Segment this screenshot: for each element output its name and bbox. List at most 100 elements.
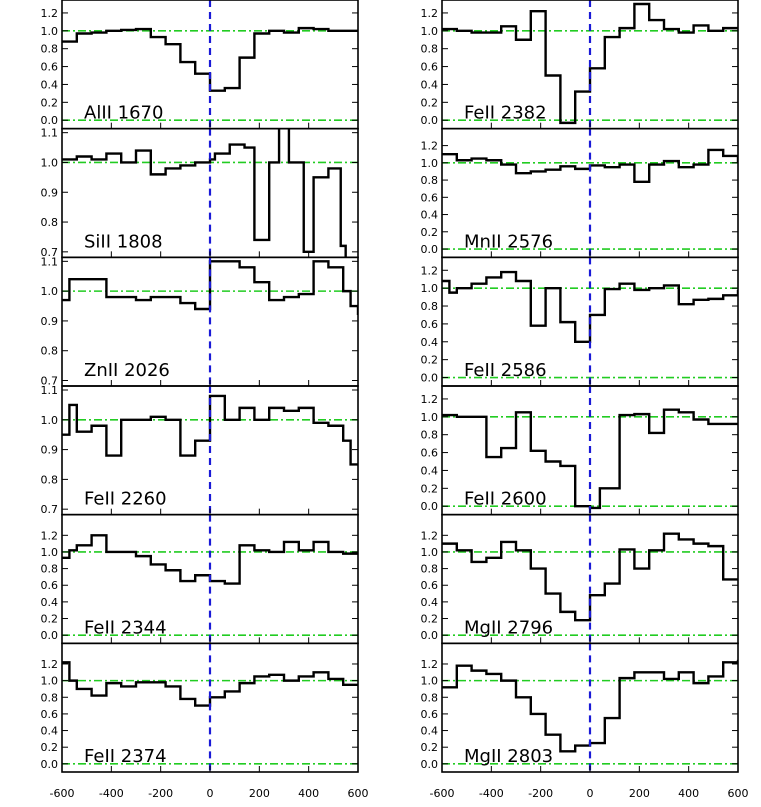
spectrum-feii2382	[442, 2, 738, 125]
spectrum-mgii2796	[442, 532, 738, 622]
y-tick-label: 0.4	[421, 596, 439, 609]
y-tick-label: 0.2	[41, 96, 59, 109]
y-tick-label: 0.4	[41, 78, 59, 91]
ion-label-mgii2803: MgII 2803	[464, 746, 553, 767]
y-tick-label: 1.0	[421, 546, 439, 559]
ion-label-mgii2796: MgII 2796	[464, 617, 553, 638]
panel-feii2374: 0.0 0.2 0.4 0.6 0.8 1.0 1.2 FeII 2374	[41, 642, 359, 773]
y-tick-label: 0.6	[421, 191, 439, 204]
x-tick-label: 0	[587, 787, 594, 800]
y-tick-label: 0.8	[421, 429, 439, 442]
y-tick-label: 0.7	[41, 246, 59, 259]
y-tick-label: 0.6	[41, 579, 59, 592]
y-tick-label: 0.0	[41, 629, 59, 642]
spectrum-znii2026	[62, 260, 358, 315]
y-tick-label: 0.4	[421, 78, 439, 91]
y-tick-label: 0.6	[421, 61, 439, 74]
y-tick-label: 0.9	[41, 186, 59, 199]
y-tick-label: 0.0	[421, 500, 439, 513]
y-tick-label: 0.4	[41, 725, 59, 738]
y-tick-label: 0.2	[421, 96, 439, 109]
x-tick-label: -600	[50, 787, 75, 800]
panel-feii2600: 0.0 0.2 0.4 0.6 0.8 1.0 1.2 FeII 2600	[421, 385, 739, 516]
y-tick-label: 1.2	[421, 7, 439, 20]
y-tick-label: 1.0	[421, 282, 439, 295]
y-tick-label: 0.2	[421, 226, 439, 239]
y-tick-label: 1.1	[41, 384, 59, 397]
y-tick-label: 1.2	[421, 264, 439, 277]
y-tick-label: 1.0	[421, 157, 439, 170]
ion-label-feii2344: FeII 2344	[84, 617, 167, 638]
y-tick-label: 0.6	[421, 708, 439, 721]
x-tick-label: -400	[99, 787, 124, 800]
ion-label-feii2382: FeII 2382	[464, 103, 547, 124]
y-tick-label: 0.7	[41, 375, 59, 388]
x-axis-labels: -600 -400 -200 0 200 400 600 -600 -400 -200 0 200 40…	[50, 787, 749, 800]
y-tick-label: 0.0	[421, 372, 439, 385]
panel-znii2026: 0.7 0.8 0.9 1.0 1.1 ZnII 2026	[41, 255, 359, 388]
y-tick-label: 0.0	[421, 758, 439, 771]
y-tick-label: 1.0	[41, 285, 59, 298]
y-tick-label: 0.0	[41, 758, 59, 771]
y-tick-label: 0.8	[421, 174, 439, 187]
y-tick-label: 0.4	[421, 336, 439, 349]
x-tick-label: 200	[629, 787, 650, 800]
panel-feii2382: 0.0 0.2 0.4 0.6 0.8 1.0 1.2 FeII 2382	[421, 0, 739, 130]
y-tick-label: 0.8	[41, 563, 59, 576]
panel-mnii2576: 0.0 0.2 0.4 0.6 0.8 1.0 1.2 MnII 2576	[421, 127, 739, 259]
panel-alii1670: 0.0 0.2 0.4 0.6 0.8 1.0 1.2 AlII 1670	[41, 0, 359, 130]
y-tick-label: 0.8	[41, 473, 59, 486]
y-tick-label: 0.2	[41, 741, 59, 754]
y-tick-label: 0.8	[41, 216, 59, 229]
y-tick-label: 1.1	[41, 127, 59, 140]
panel-siii1808: 0.7 0.8 0.9 1.0 1.1 SiII 1808	[41, 127, 359, 259]
y-tick-label: 0.8	[421, 563, 439, 576]
ion-label-feii2374: FeII 2374	[84, 746, 167, 767]
y-tick-label: 0.8	[41, 43, 59, 56]
spectrum-feii2260	[62, 394, 358, 466]
y-tick-label: 1.2	[421, 393, 439, 406]
y-tick-label: 1.0	[41, 156, 59, 169]
panel-mgii2796: 0.0 0.2 0.4 0.6 0.8 1.0 1.2 MgII 2796	[421, 513, 739, 645]
y-tick-label: 1.2	[41, 7, 59, 20]
y-tick-label: 0.9	[41, 315, 59, 328]
y-tick-label: 0.6	[41, 61, 59, 74]
y-tick-label: 0.2	[421, 482, 439, 495]
y-tick-label: 0.8	[41, 345, 59, 358]
x-tick-label: 400	[678, 787, 699, 800]
y-tick-label: 0.6	[421, 579, 439, 592]
y-tick-label: 1.0	[41, 25, 59, 38]
y-tick-label: 0.4	[421, 209, 439, 222]
y-tick-label: 0.7	[41, 503, 59, 516]
panel-feii2260: 0.7 0.8 0.9 1.0 1.1 FeII 2260	[41, 384, 359, 516]
x-tick-label: -200	[528, 787, 553, 800]
ion-label-mnii2576: MnII 2576	[464, 231, 553, 252]
ion-label-alii1670: AlII 1670	[84, 103, 163, 124]
y-tick-label: 1.0	[421, 411, 439, 424]
y-tick-label: 1.2	[421, 140, 439, 153]
y-tick-label: 0.8	[41, 691, 59, 704]
ion-label-feii2260: FeII 2260	[84, 489, 167, 510]
y-tick-label: 0.4	[421, 725, 439, 738]
y-tick-label: 0.9	[41, 444, 59, 457]
y-tick-label: 1.0	[421, 675, 439, 688]
y-tick-label: 1.2	[421, 658, 439, 671]
ion-label-znii2026: ZnII 2026	[84, 360, 170, 381]
x-tick-label: -400	[479, 787, 504, 800]
y-tick-label: 0.8	[421, 300, 439, 313]
panel-feii2344: 0.0 0.2 0.4 0.6 0.8 1.0 1.2 FeII 2344	[41, 513, 359, 645]
y-tick-label: 0.0	[421, 114, 439, 127]
y-tick-label: 0.6	[421, 447, 439, 460]
x-tick-label: 0	[207, 787, 214, 800]
y-tick-label: 0.0	[41, 114, 59, 127]
y-tick-label: 1.0	[41, 414, 59, 427]
y-tick-label: 0.0	[421, 629, 439, 642]
y-tick-label: 0.8	[421, 43, 439, 56]
x-tick-label: 600	[348, 787, 369, 800]
x-tick-label: 600	[728, 787, 749, 800]
y-tick-label: 0.2	[421, 354, 439, 367]
x-tick-label: 400	[298, 787, 319, 800]
ion-label-siii1808: SiII 1808	[84, 231, 163, 252]
